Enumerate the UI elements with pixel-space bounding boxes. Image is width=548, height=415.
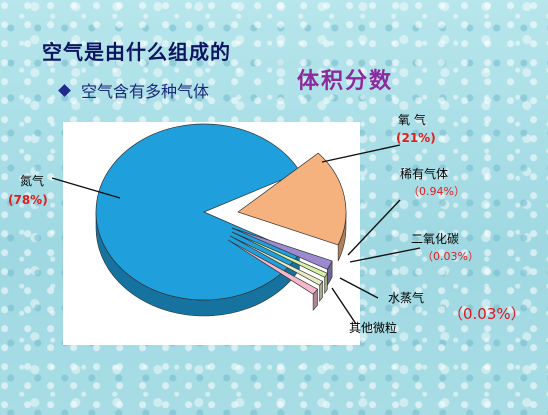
- bullet-text: 空气含有多种气体: [81, 82, 210, 101]
- label-nitrogen: 氮气: [20, 173, 44, 188]
- pie-slice-top-other-particles: [227, 239, 319, 295]
- chart-subtitle: 体积分数: [297, 69, 394, 94]
- leader-line-other-particles: [331, 287, 357, 325]
- leader-line-carbon-dioxide: [349, 247, 421, 263]
- pie-slice-nitrogen: [95, 123, 301, 317]
- bullet-item: 空气含有多种气体: [58, 78, 210, 102]
- pie-slice-top-carbon-dioxide: [231, 231, 328, 278]
- leader-line-noble-gases: [347, 199, 401, 256]
- label-other-particles: 其他微粒: [349, 320, 397, 335]
- label-noble-gases: 稀有气体: [400, 166, 448, 181]
- leader-line-water-vapor: [339, 277, 379, 299]
- pie-slice-top-nitrogen: [95, 123, 301, 301]
- value-label-carbon-dioxide: （0.03%）: [422, 250, 479, 263]
- pie-slice-carbon-dioxide: [231, 231, 328, 295]
- pie-slice-top-water-vapor: [229, 235, 324, 286]
- pie-slice-top-oxygen: [237, 152, 347, 246]
- value-label-oxygen: (21%): [396, 131, 436, 145]
- label-oxygen: 氧 气: [398, 112, 426, 127]
- pie-slice-water-vapor: [229, 235, 324, 303]
- page-title: 空气是由什么组成的: [42, 40, 231, 64]
- pie-slice-top-noble-gases: [231, 227, 333, 270]
- leader-line-nitrogen: [51, 177, 121, 199]
- value-label-nitrogen: (78%): [8, 193, 48, 207]
- value-label-noble-gases: （0.94%）: [408, 185, 465, 198]
- side-percentage-note: （0.03%）: [448, 305, 526, 323]
- pie-slice-oxygen: [237, 152, 347, 262]
- pie-slice-other-particles: [227, 239, 319, 311]
- label-water-vapor: 水蒸气: [388, 290, 424, 305]
- label-carbon-dioxide: 二氧化碳: [411, 232, 459, 246]
- leader-line-oxygen: [321, 144, 401, 163]
